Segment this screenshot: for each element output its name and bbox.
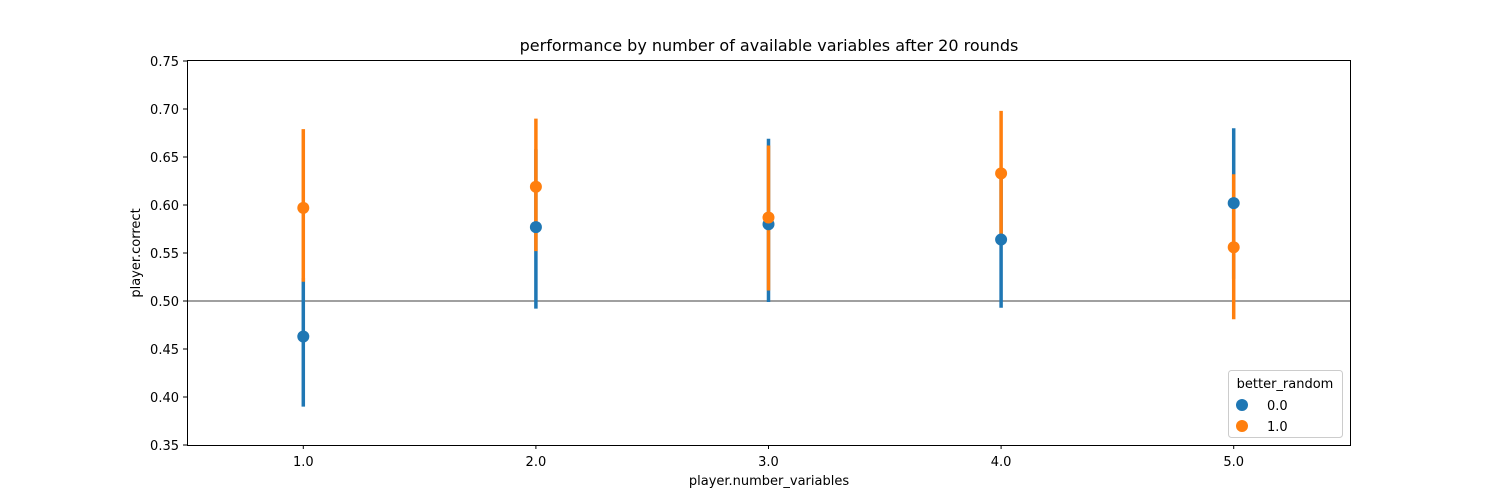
y-tick-label: 0.75 xyxy=(150,55,179,70)
y-tick-label: 0.40 xyxy=(150,391,179,406)
x-tick-label: 5.0 xyxy=(1223,455,1244,470)
x-tick-label: 3.0 xyxy=(758,455,779,470)
point-series-1 xyxy=(762,211,775,224)
y-tick-label: 0.45 xyxy=(150,343,179,358)
y-tick-label: 0.70 xyxy=(150,103,179,118)
x-tick-label: 1.0 xyxy=(293,455,314,470)
legend-box xyxy=(1228,370,1343,438)
legend: better_random 0.0 1.0 xyxy=(1228,370,1343,438)
point-series-1 xyxy=(1227,241,1240,254)
x-tick-label: 2.0 xyxy=(526,455,547,470)
axes-layer: 0.35 0.40 0.45 0.50 0.55 0.60 0.65 0.70 0.75 1.0 2… xyxy=(150,55,1244,470)
legend-marker-series-1 xyxy=(1236,420,1248,432)
y-axis-title: player.correct xyxy=(129,208,144,297)
plot-frame xyxy=(187,60,1351,446)
point-series-1 xyxy=(297,201,310,214)
point-series-1 xyxy=(529,180,542,193)
y-tick-label: 0.55 xyxy=(150,247,179,262)
data-layer xyxy=(187,110,1350,407)
y-tick-label: 0.35 xyxy=(150,439,179,454)
legend-label-series-0: 0.0 xyxy=(1267,399,1288,414)
point-series-0 xyxy=(995,233,1008,246)
legend-label-series-1: 1.0 xyxy=(1267,420,1288,435)
point-series-1 xyxy=(995,167,1008,180)
point-series-0 xyxy=(1227,197,1240,210)
legend-title: better_random xyxy=(1237,377,1334,392)
point-series-0 xyxy=(297,330,310,343)
chart-title: performance by number of available varia… xyxy=(520,36,1019,55)
y-tick-label: 0.65 xyxy=(150,151,179,166)
x-axis-title: player.number_variables xyxy=(689,474,849,489)
y-tick-label: 0.50 xyxy=(150,295,179,310)
legend-marker-series-0 xyxy=(1236,399,1248,411)
point-series-0 xyxy=(529,221,542,234)
x-tick-label: 4.0 xyxy=(991,455,1012,470)
y-tick-label: 0.60 xyxy=(150,199,179,214)
